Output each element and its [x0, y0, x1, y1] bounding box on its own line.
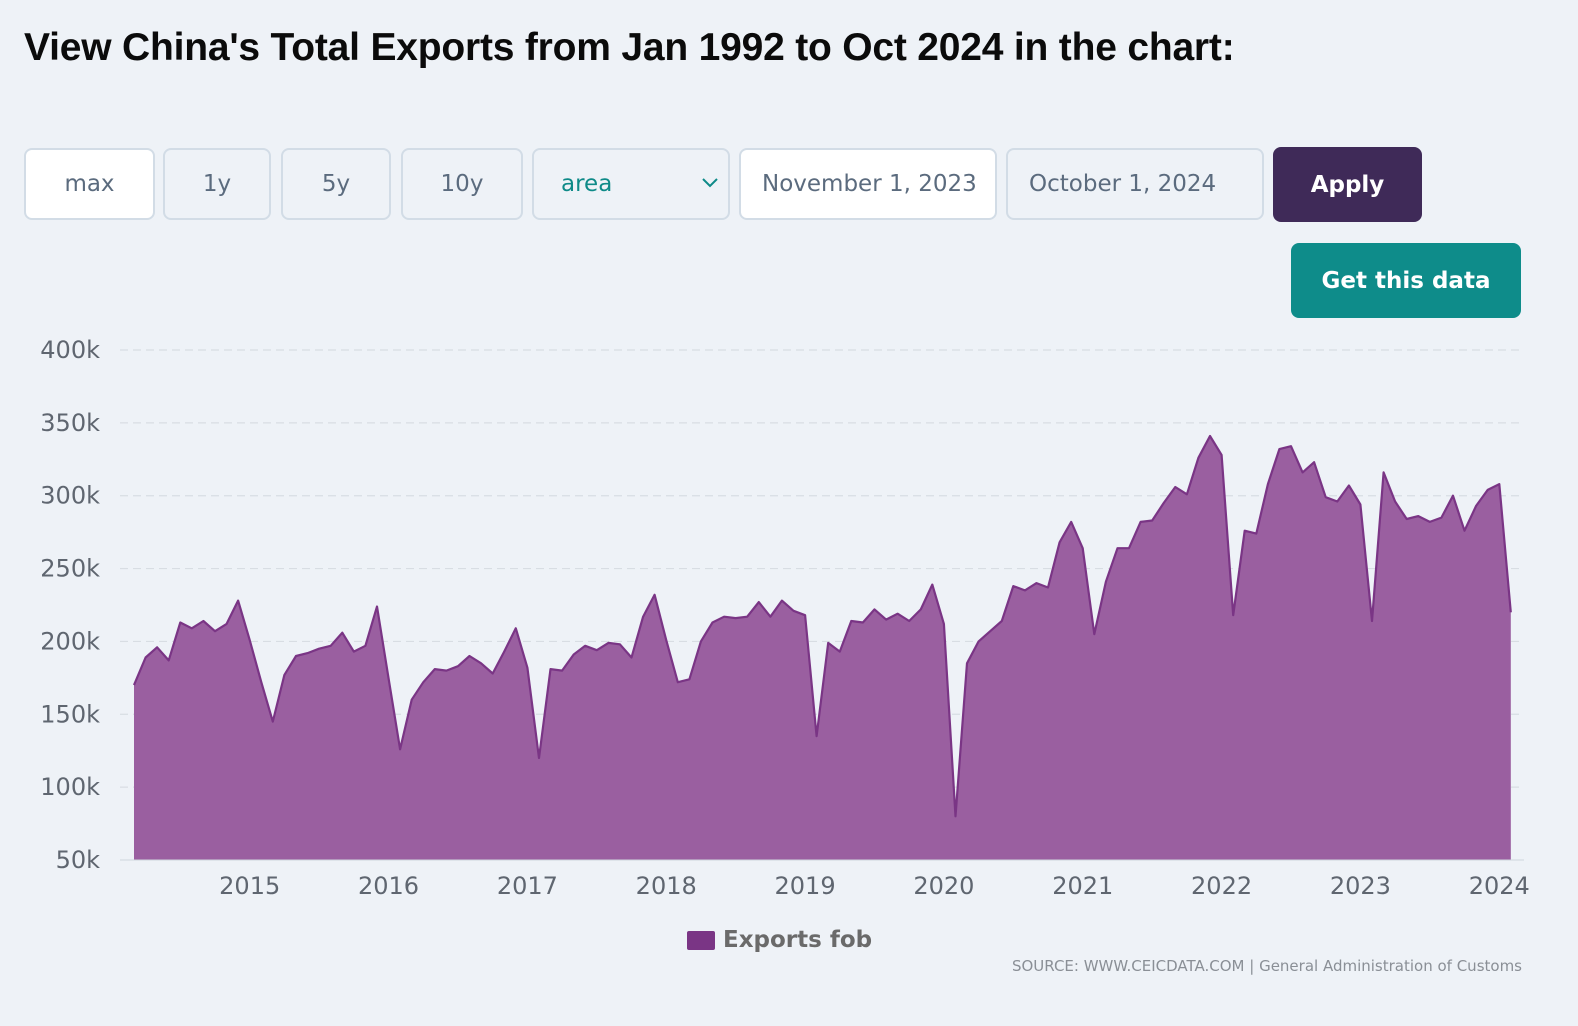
- chart-type-value: area: [561, 171, 613, 197]
- range-max-button[interactable]: max: [24, 148, 155, 220]
- legend-swatch: [687, 930, 715, 950]
- y-tick-label: 250k: [40, 555, 100, 583]
- x-tick-label: 2023: [1330, 872, 1391, 900]
- page-title: View China's Total Exports from Jan 1992…: [24, 26, 1235, 69]
- x-tick-label: 2015: [219, 872, 280, 900]
- x-tick-label: 2021: [1052, 872, 1113, 900]
- y-tick-label: 100k: [40, 773, 100, 801]
- series-line: [132, 434, 1512, 818]
- x-tick-label: 2016: [358, 872, 419, 900]
- chart-type-select[interactable]: area: [532, 148, 730, 220]
- y-tick-label: 150k: [40, 700, 100, 728]
- y-tick-label: 50k: [56, 846, 101, 874]
- y-tick-label: 400k: [40, 336, 100, 364]
- y-tick-label: 350k: [40, 409, 100, 437]
- y-tick-label: 200k: [40, 627, 100, 655]
- start-date-input[interactable]: November 1, 2023: [739, 148, 997, 220]
- end-date-input[interactable]: October 1, 2024: [1006, 148, 1264, 220]
- legend-label: Exports fob: [723, 927, 873, 953]
- chevron-down-icon: [702, 178, 718, 188]
- range-1y-button[interactable]: 1y: [163, 148, 271, 220]
- series-area: [134, 436, 1511, 860]
- y-tick-label: 300k: [40, 482, 100, 510]
- range-10y-button[interactable]: 10y: [401, 148, 523, 220]
- apply-button[interactable]: Apply: [1273, 147, 1422, 222]
- x-tick-label: 2019: [775, 872, 836, 900]
- x-tick-label: 2022: [1191, 872, 1252, 900]
- x-tick-label: 2024: [1469, 872, 1530, 900]
- source-note: SOURCE: WWW.CEICDATA.COM | General Admin…: [1011, 957, 1522, 975]
- x-tick-label: 2020: [913, 872, 974, 900]
- x-tick-label: 2018: [636, 872, 697, 900]
- chart-legend[interactable]: Exports fob: [687, 925, 872, 955]
- x-tick-label: 2017: [497, 872, 558, 900]
- get-this-data-button[interactable]: Get this data: [1291, 243, 1521, 318]
- range-5y-button[interactable]: 5y: [281, 148, 391, 220]
